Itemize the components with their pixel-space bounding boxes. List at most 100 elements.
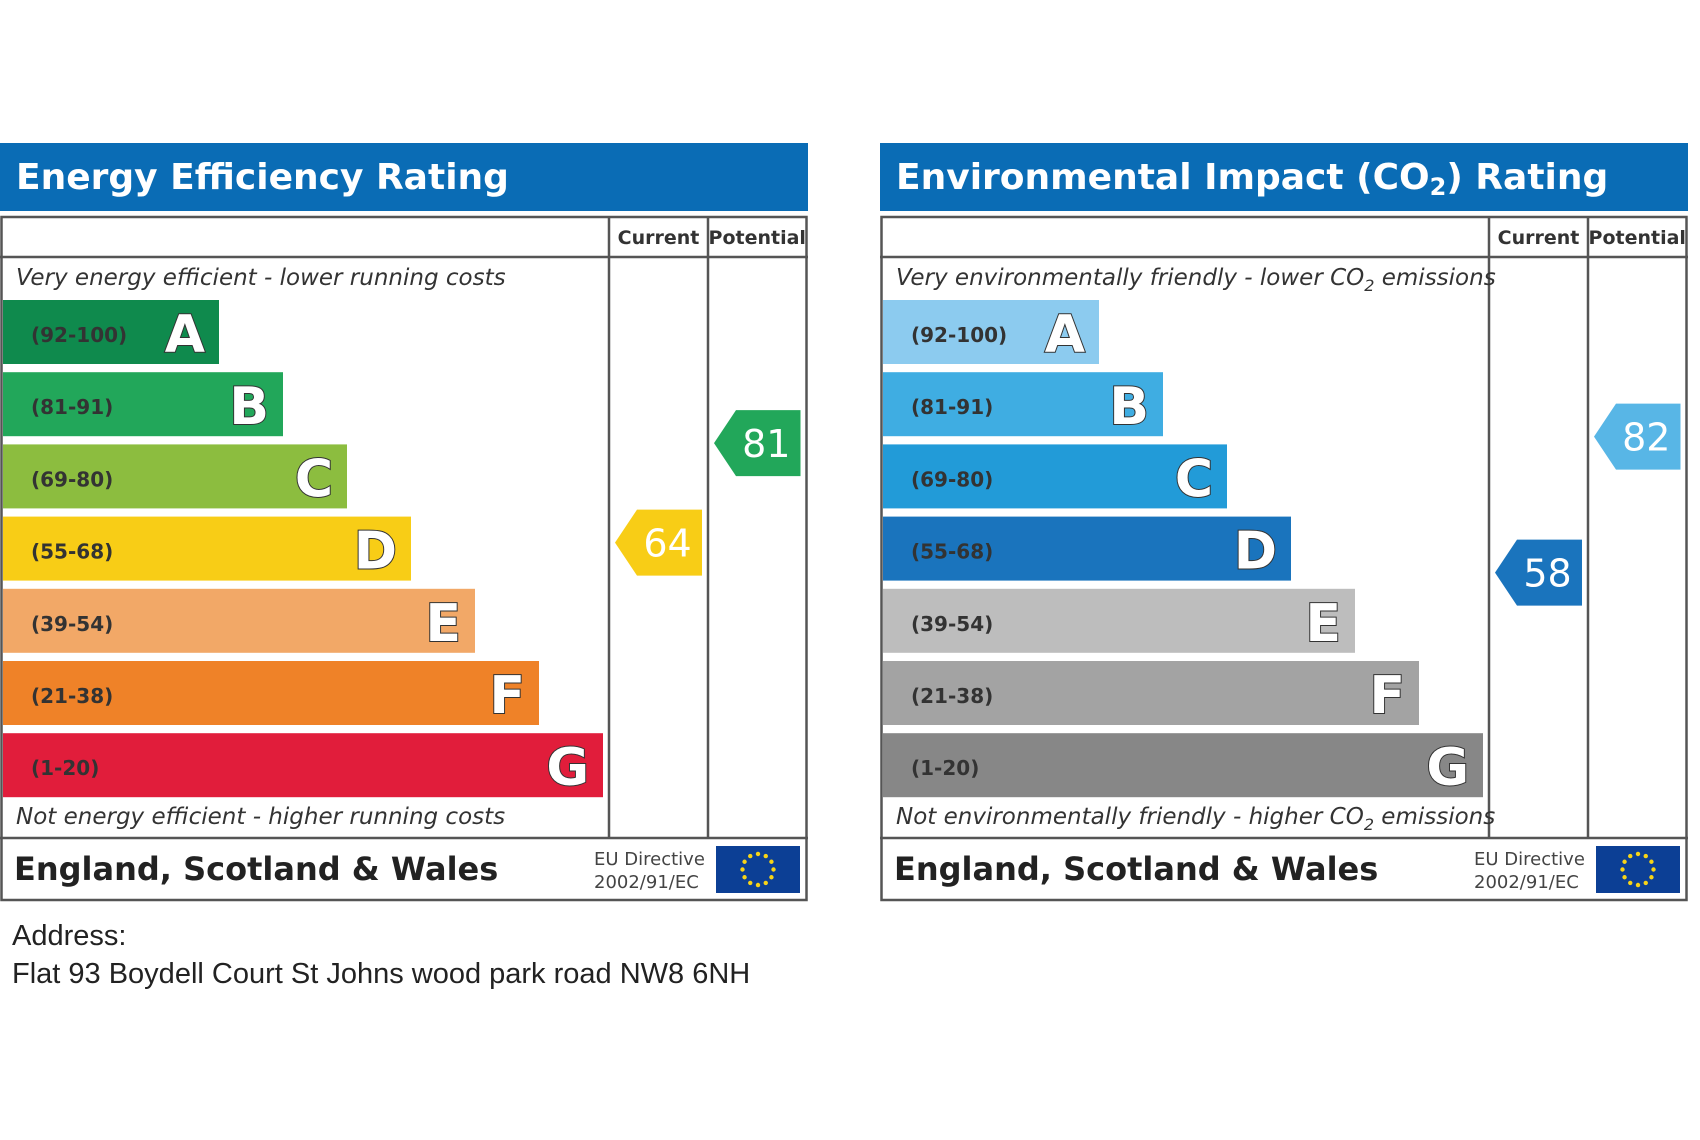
band-range-label: (1-20) <box>31 756 99 780</box>
band-letter: C <box>1175 449 1213 509</box>
band-range-label: (39-54) <box>31 612 113 636</box>
potential-rating-value: 81 <box>742 422 790 466</box>
band-range-label: (81-91) <box>31 395 113 419</box>
potential-rating-value: 82 <box>1622 416 1670 460</box>
band-range-label: (1-20) <box>911 756 979 780</box>
eu-star-icon <box>748 853 753 859</box>
band-f: (21-38) F <box>3 661 539 727</box>
eu-star-icon <box>1620 867 1625 872</box>
potential-rating-arrow <box>714 410 801 477</box>
band-bar <box>3 300 219 364</box>
eu-star-icon <box>769 875 774 880</box>
band-bar <box>883 444 1227 509</box>
band-range-label: (92-100) <box>911 323 1007 347</box>
eu-star-icon <box>740 867 745 872</box>
band-d: (55-68) D <box>883 516 1291 583</box>
eu-star-icon <box>771 867 776 872</box>
eu-star-icon <box>755 882 761 888</box>
band-b: (81-91) B <box>3 372 283 438</box>
band-letter: A <box>165 305 205 365</box>
band-bar <box>3 516 411 581</box>
eu-star-icon <box>742 875 747 880</box>
band-letter: D <box>1234 522 1277 582</box>
band-f: (21-38) F <box>883 661 1419 727</box>
band-bar <box>883 733 1483 798</box>
potential-rating: 82 <box>1594 403 1681 470</box>
current-rating-arrow <box>1495 539 1582 606</box>
band-d: (55-68) D <box>3 516 411 583</box>
band-range-label: (21-38) <box>31 684 113 708</box>
band-letter: D <box>354 522 397 582</box>
band-g: (1-20) G <box>883 733 1483 799</box>
band-bar <box>3 661 539 725</box>
eu-star-icon <box>763 853 768 859</box>
band-b: (81-91) B <box>883 372 1163 438</box>
bottom-caption: Not environmentally friendly - higher CO… <box>896 804 1495 834</box>
band-letter: E <box>425 594 461 654</box>
band-letter: A <box>1045 305 1085 365</box>
band-g: (1-20) G <box>3 733 603 799</box>
address-label: Address: <box>12 920 127 952</box>
eu-star-icon <box>1649 875 1654 880</box>
band-range-label: (69-80) <box>911 467 993 491</box>
current-rating-value: 64 <box>643 522 691 566</box>
eu-star-icon <box>1635 851 1641 857</box>
eu-star-icon <box>1622 875 1627 880</box>
band-bar <box>883 661 1419 725</box>
eu-star-icon <box>1628 880 1633 886</box>
potential-column-header: Potential <box>1589 227 1686 249</box>
eu-star-icon <box>1649 859 1654 864</box>
chart-title: Environmental Impact (CO2) Rating <box>896 157 1608 201</box>
eu-star-icon <box>1628 853 1633 859</box>
environmental-impact-chart: Environmental Impact (CO2) Rating Current… <box>880 143 1688 902</box>
potential-column-header: Potential <box>709 227 806 249</box>
address-line: Flat 93 Boydell Court St Johns wood park… <box>12 958 751 990</box>
footer-directive-line2: 2002/91/EC <box>1474 872 1579 893</box>
bottom-caption: Not energy efficient - higher running co… <box>16 804 505 830</box>
eu-star-icon <box>755 851 761 857</box>
band-range-label: (55-68) <box>31 540 113 564</box>
band-bar <box>883 516 1291 581</box>
footer-region: England, Scotland & Wales <box>894 850 1378 888</box>
current-column-header: Current <box>618 227 700 249</box>
top-caption: Very environmentally friendly - lower CO… <box>896 265 1496 295</box>
current-rating-value: 58 <box>1523 552 1571 596</box>
band-bar <box>883 588 1355 653</box>
band-range-label: (21-38) <box>911 684 993 708</box>
footer-directive-line2: 2002/91/EC <box>594 872 699 893</box>
band-e: (39-54) E <box>883 588 1355 655</box>
band-bar <box>3 588 475 653</box>
eu-star-icon <box>1651 867 1656 872</box>
eu-star-icon <box>1622 859 1627 864</box>
current-rating: 58 <box>1495 539 1582 606</box>
eu-star-icon <box>1643 853 1648 859</box>
current-rating-arrow <box>615 509 702 576</box>
band-letter: G <box>1426 738 1469 798</box>
band-range-label: (92-100) <box>31 323 127 347</box>
footer-directive-line1: EU Directive <box>1474 849 1585 870</box>
energy-efficiency-chart: Energy Efficiency Rating Current Potential… <box>0 143 808 902</box>
band-bar <box>883 372 1163 437</box>
eu-star-icon <box>1643 880 1648 886</box>
band-letter: B <box>1109 377 1149 437</box>
current-column-header: Current <box>1498 227 1580 249</box>
band-range-label: (39-54) <box>911 612 993 636</box>
band-e: (39-54) E <box>3 588 475 655</box>
band-range-label: (69-80) <box>31 467 113 491</box>
eu-star-icon <box>742 859 747 864</box>
band-letter: C <box>295 449 333 509</box>
chart-header <box>0 143 808 211</box>
footer-region: England, Scotland & Wales <box>14 850 498 888</box>
chart-header <box>880 143 1688 211</box>
band-c: (69-80) C <box>3 444 347 510</box>
band-bar <box>3 444 347 509</box>
eu-star-icon <box>763 880 768 886</box>
band-a: (92-100) A <box>883 300 1099 366</box>
band-letter: G <box>546 738 589 798</box>
band-letter: F <box>1369 666 1405 726</box>
potential-rating-arrow <box>1594 403 1681 470</box>
eu-star-icon <box>769 859 774 864</box>
potential-rating: 81 <box>714 410 801 477</box>
band-bar <box>3 372 283 437</box>
